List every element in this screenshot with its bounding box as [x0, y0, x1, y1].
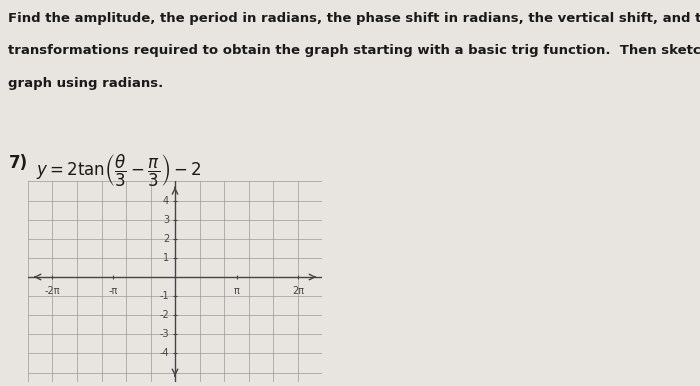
Text: -2: -2 [160, 310, 169, 320]
Text: 1: 1 [163, 253, 169, 263]
Text: transformations required to obtain the graph starting with a basic trig function: transformations required to obtain the g… [8, 44, 700, 58]
Text: graph using radians.: graph using radians. [8, 77, 164, 90]
Text: -π: -π [108, 286, 118, 296]
Text: -2π: -2π [44, 286, 60, 296]
Text: 2π: 2π [292, 286, 304, 296]
Text: -3: -3 [160, 329, 169, 339]
Text: -4: -4 [160, 349, 169, 359]
Text: Find the amplitude, the period in radians, the phase shift in radians, the verti: Find the amplitude, the period in radian… [8, 12, 700, 25]
Text: 2: 2 [163, 234, 169, 244]
Text: 4: 4 [163, 196, 169, 205]
Text: $y = 2\tan\!\left(\dfrac{\theta}{3} - \dfrac{\pi}{3}\right) - 2$: $y = 2\tan\!\left(\dfrac{\theta}{3} - \d… [36, 152, 202, 189]
Text: -1: -1 [160, 291, 169, 301]
Text: 3: 3 [163, 215, 169, 225]
Text: π: π [234, 286, 239, 296]
Text: 7): 7) [8, 154, 27, 173]
